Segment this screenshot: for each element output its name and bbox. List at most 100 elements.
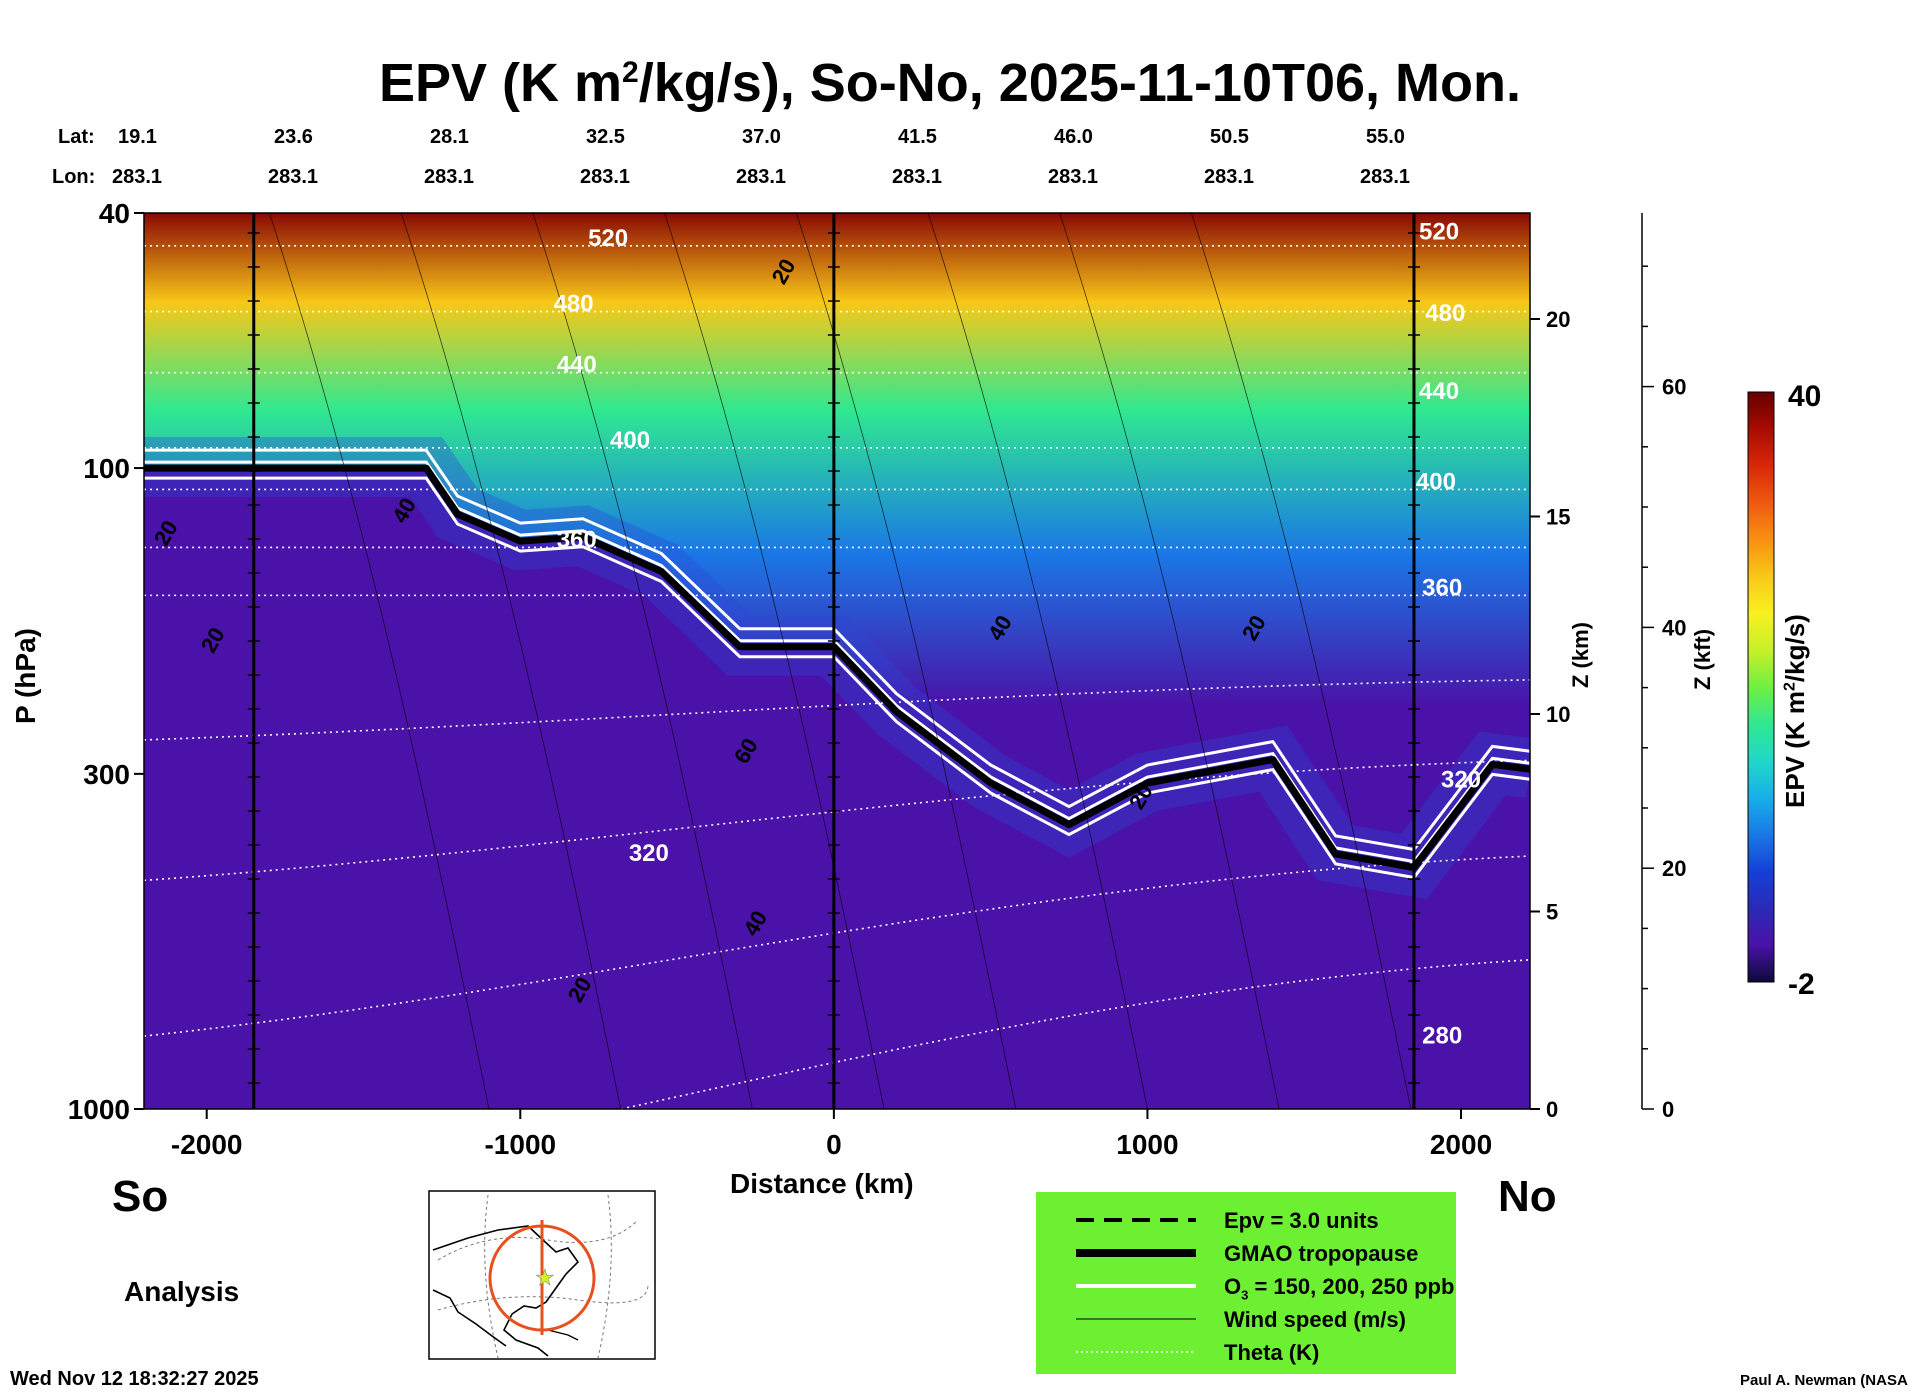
north-label: No (1498, 1172, 1557, 1221)
wind-contour (927, 213, 1148, 1109)
ozone-contour (144, 476, 1530, 880)
lat-value: 46.0 (1054, 126, 1093, 148)
credit: Paul A. Newman (NASA (1740, 1372, 1908, 1389)
theta-label: 360 (1422, 574, 1462, 601)
legend-label-ozone: O3 = 150, 200, 250 ppb (1224, 1274, 1455, 1303)
theta-label: 400 (610, 427, 650, 454)
x-tick-label: 1000 (1116, 1129, 1178, 1160)
wind-contour (532, 213, 753, 1109)
zkm-tick-label: 5 (1546, 900, 1558, 925)
lat-row-label: Lat: (58, 126, 95, 148)
lat-value: 37.0 (742, 126, 781, 148)
coastline (432, 1289, 507, 1347)
lon-value: 283.1 (1048, 166, 1099, 188)
axes: -2000 -1000 0 1000 2000 40 100 300 1000 0 5 10 15 20 0… (68, 198, 1687, 1160)
wind-contour (1190, 213, 1412, 1109)
colorbar: 40 -2 (1747, 380, 1821, 1001)
coastline (432, 1225, 580, 1357)
theta-label: 320 (629, 840, 669, 867)
ozone-contour (144, 460, 1530, 864)
ozone-contour (144, 448, 1530, 852)
star-icon: ★ (535, 1265, 555, 1290)
zkm-tick-label: 20 (1546, 307, 1570, 332)
zkft-tick-label: 40 (1662, 615, 1686, 640)
island-outline (547, 1329, 579, 1341)
wind-contour (269, 213, 490, 1109)
x-tick-label: -2000 (171, 1129, 243, 1160)
analysis-label: Analysis (124, 1276, 240, 1307)
plot-frame (143, 212, 1531, 1110)
lon-value: 283.1 (580, 166, 631, 188)
p-tick-label: 100 (83, 453, 130, 484)
zkft-tick-label: 0 (1662, 1097, 1674, 1122)
plot-area: 5204804404003603205204804404003603202802… (144, 213, 1530, 1109)
lon-row-label: Lon: (52, 166, 96, 188)
zkm-tick-label: 10 (1546, 702, 1570, 727)
chart-title: EPV (K m2/kg/s), So-No, 2025-11-10T06, M… (378, 53, 1522, 113)
lon-value: 283.1 (892, 166, 943, 188)
y-axis-title: P (hPa) (9, 628, 41, 724)
p-tick-label: 1000 (68, 1094, 130, 1125)
lat-value: 28.1 (430, 126, 469, 148)
lat-value: 50.5 (1210, 126, 1249, 148)
z-kft-title: Z (kft) (1690, 628, 1715, 690)
troposphere-region (144, 468, 1530, 1109)
lat-value: 32.5 (586, 126, 625, 148)
south-label: So (112, 1172, 169, 1221)
legend: Epv = 3.0 units GMAO tropopause O3 = 150… (1036, 1192, 1456, 1374)
lon-value: 283.1 (112, 166, 163, 188)
theta-contour (144, 855, 1530, 1037)
lon-value: 283.1 (1204, 166, 1255, 188)
theta-label: 520 (1419, 219, 1459, 246)
zkft-tick-label: 60 (1662, 375, 1686, 400)
wind-contour (1059, 213, 1280, 1109)
theta-label: 400 (1416, 468, 1456, 495)
z-km-title: Z (km) (1568, 622, 1593, 688)
p-tick-label: 40 (99, 198, 130, 229)
theta-label: 360 (557, 526, 597, 553)
lon-value: 283.1 (424, 166, 475, 188)
legend-label-epv: Epv = 3.0 units (1224, 1208, 1379, 1233)
wind-contour (664, 213, 885, 1109)
colorbar-min-label: -2 (1788, 968, 1815, 1001)
theta-label: 440 (1419, 378, 1459, 405)
zkm-tick-label: 15 (1546, 505, 1570, 530)
tropopause-line (144, 464, 1530, 871)
lon-value: 283.1 (268, 166, 319, 188)
lat-value: 19.1 (118, 126, 157, 148)
x-tick-label: 2000 (1430, 1129, 1492, 1160)
legend-label-tropopause: GMAO tropopause (1224, 1241, 1419, 1266)
theta-label: 440 (557, 352, 597, 379)
map-gridline (437, 1284, 649, 1311)
lon-value: 283.1 (736, 166, 787, 188)
zkft-tick-label: 20 (1662, 856, 1686, 881)
theta-label: 520 (588, 225, 628, 252)
theta-label: 320 (1441, 766, 1481, 793)
map-gridline (484, 1194, 499, 1359)
x-tick-label: -1000 (484, 1129, 556, 1160)
inset-map: ★ (428, 1190, 656, 1360)
legend-label-wind: Wind speed (m/s) (1224, 1307, 1406, 1332)
theta-label: 280 (1422, 1022, 1462, 1049)
zkm-tick-label: 0 (1546, 1097, 1558, 1122)
p-tick-label: 300 (83, 759, 130, 790)
map-gridline (597, 1194, 612, 1359)
colorbar-bar (1747, 391, 1775, 983)
theta-contour (617, 959, 1530, 1109)
theta-label: 480 (554, 291, 594, 318)
lat-value: 23.6 (274, 126, 313, 148)
theta-label: 480 (1425, 300, 1465, 327)
theta-contour (144, 679, 1530, 741)
lat-value: 55.0 (1366, 126, 1405, 148)
timestamp: Wed Nov 12 18:32:27 2025 (10, 1368, 259, 1390)
lon-value: 283.1 (1360, 166, 1411, 188)
lat-value: 41.5 (898, 126, 937, 148)
x-tick-label: 0 (826, 1129, 842, 1160)
colorbar-title: EPV (K m2/kg/s) (1780, 614, 1810, 808)
legend-label-theta: Theta (K) (1224, 1340, 1320, 1365)
wind-contour (400, 213, 622, 1109)
colorbar-max-label: 40 (1788, 380, 1821, 413)
map-gridline (437, 1219, 639, 1261)
x-axis-title: Distance (km) (730, 1168, 914, 1199)
